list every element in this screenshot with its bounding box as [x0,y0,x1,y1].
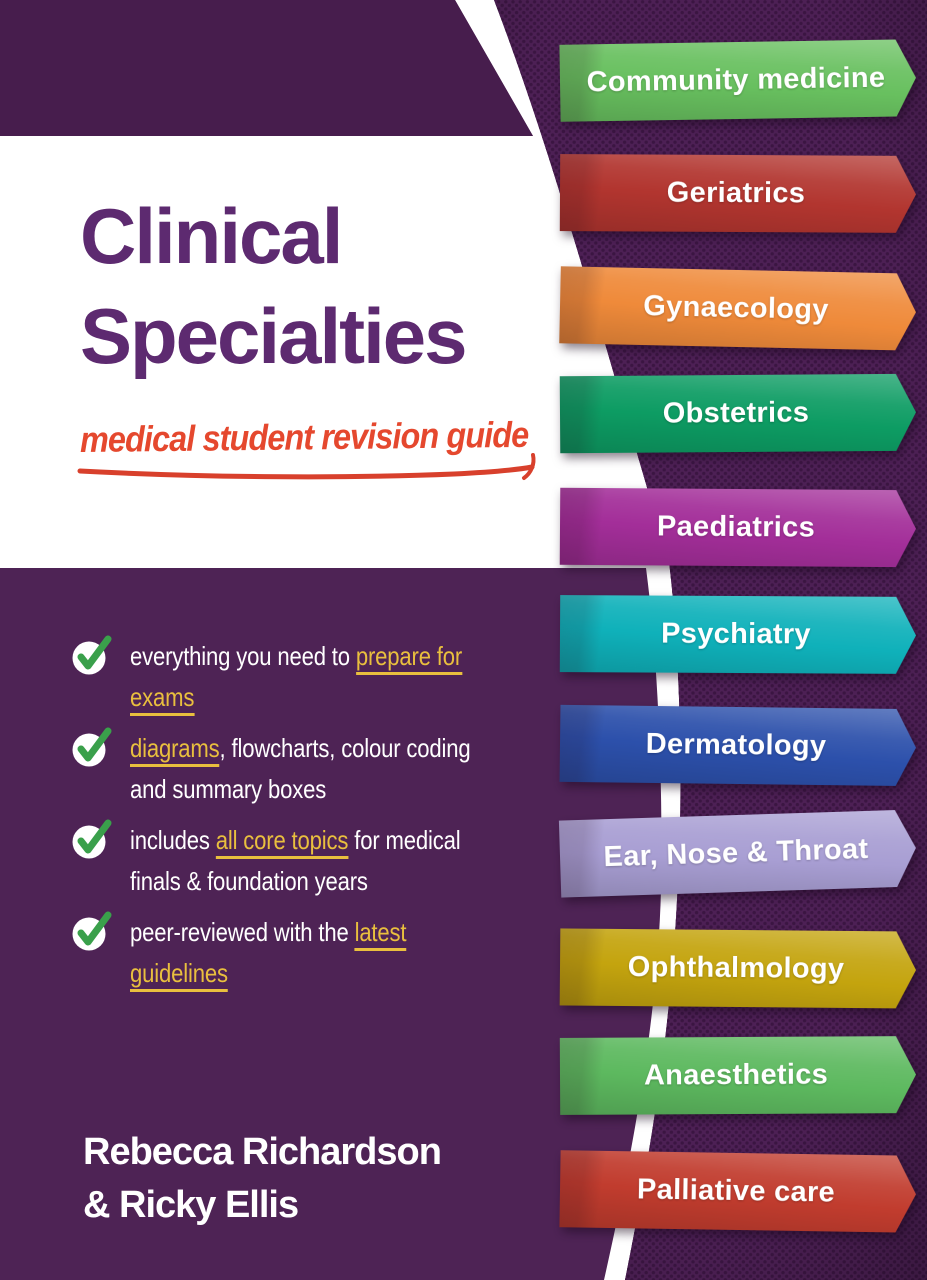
tab-label: Palliative care [636,1173,836,1209]
white-panel-and-swoosh [0,0,681,1280]
check-icon [72,819,112,859]
tab-label: Gynaecology [642,290,830,326]
feature-text: includes all core topics for medical fin… [130,820,497,902]
tab-label: Geriatrics [666,176,806,210]
tab-arrow-shape: Community medicine [559,39,916,122]
feature-list: everything you need to prepare for exams… [72,635,562,1004]
feature-text-segment: includes [130,825,216,855]
title-line-2: Specialties [80,292,468,380]
specialty-tab: Obstetrics [560,374,917,453]
feature-item: includes all core topics for medical fin… [72,819,562,902]
tab-label: Ear, Nose & Throat [603,832,869,874]
tab-label: Paediatrics [656,510,816,544]
specialty-tab: Psychiatry [560,595,916,674]
feature-item: diagrams, flowcharts, colour coding and … [72,727,562,810]
feature-highlight: prepare for exams [130,641,462,716]
tab-arrow-shape: Obstetrics [560,374,917,453]
feature-item: peer-reviewed with the latest guidelines [72,911,562,994]
top-left-block [0,0,533,136]
title-line-1: Clinical [80,192,343,280]
page-title: Clinical Specialties [80,186,468,386]
specialty-tab: Geriatrics [560,154,916,233]
check-icon [72,635,112,675]
feature-text-segment: , flowcharts, colour coding and summary … [130,733,471,804]
tab-arrow-shape: Ophthalmology [560,928,917,1008]
author-line: Rebecca Richardson [83,1131,442,1173]
feature-text-segment: peer-reviewed with the [130,917,355,947]
tab-arrow-shape: Psychiatry [560,595,916,674]
feature-text-segment: everything you need to [130,641,356,671]
specialty-tab: Community medicine [559,39,916,122]
tab-arrow-shape: Dermatology [560,705,917,786]
specialty-tab: Gynaecology [559,266,917,350]
specialty-tab: Dermatology [560,705,917,786]
specialty-tab: Ear, Nose & Throat [559,809,917,897]
feature-highlight: diagrams [130,733,220,767]
check-icon [72,727,112,767]
authors-block: Rebecca Richardson & Ricky Ellis [83,1126,442,1232]
author-line: & Ricky Ellis [83,1184,299,1226]
check-icon [72,911,112,951]
tab-arrow-shape: Anaesthetics [560,1036,916,1115]
tab-label: Obstetrics [662,396,810,430]
feature-text: everything you need to prepare for exams [130,636,497,718]
tab-label: Ophthalmology [627,951,845,985]
tab-arrow-shape: Geriatrics [560,154,916,233]
feature-item: everything you need to prepare for exams [72,635,562,718]
feature-highlight: latest guidelines [130,917,407,992]
tab-label: Community medicine [586,61,886,99]
feature-text: diagrams, flowcharts, colour coding and … [130,728,497,810]
feature-highlight: all core topics [215,825,348,859]
tab-label: Anaesthetics [643,1058,829,1092]
specialty-tab: Palliative care [559,1150,916,1233]
tab-arrow-shape: Paediatrics [560,488,917,567]
tab-arrow-shape: Gynaecology [559,266,917,350]
specialty-tab: Anaesthetics [560,1036,916,1115]
tab-label: Psychiatry [661,617,811,651]
feature-text: peer-reviewed with the latest guidelines [130,912,497,994]
tab-arrow-shape: Palliative care [559,1150,916,1233]
specialty-tab: Paediatrics [560,488,917,567]
tab-arrow-shape: Ear, Nose & Throat [559,809,917,897]
specialty-tab: Ophthalmology [560,928,917,1008]
subtitle-underline [77,453,536,480]
feature-text-segment: for medical finals & foundation years [130,825,461,896]
tab-label: Dermatology [645,727,827,763]
